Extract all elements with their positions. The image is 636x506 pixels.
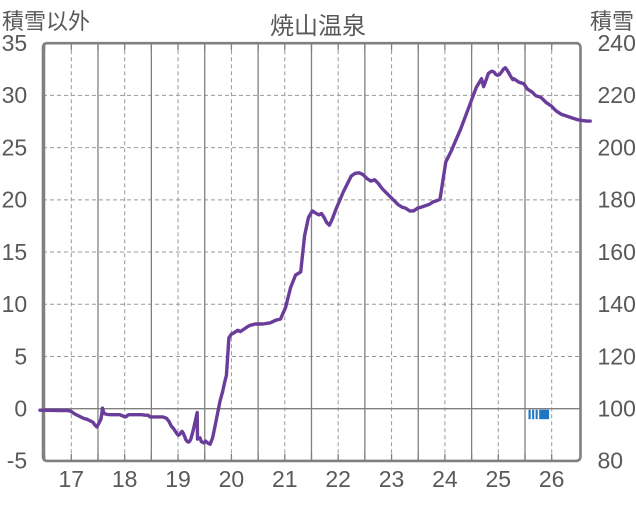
- svg-text:23: 23: [379, 466, 405, 492]
- svg-text:80: 80: [598, 448, 624, 474]
- svg-text:15: 15: [2, 239, 28, 265]
- svg-text:-5: -5: [7, 448, 27, 474]
- svg-text:220: 220: [598, 82, 636, 108]
- svg-text:100: 100: [598, 395, 636, 421]
- svg-text:180: 180: [598, 187, 636, 213]
- svg-text:20: 20: [2, 187, 28, 213]
- svg-text:19: 19: [165, 466, 191, 492]
- svg-text:25: 25: [486, 466, 512, 492]
- svg-text:200: 200: [598, 134, 636, 160]
- svg-text:0: 0: [14, 395, 27, 421]
- svg-text:17: 17: [58, 466, 84, 492]
- svg-text:24: 24: [432, 466, 458, 492]
- svg-text:120: 120: [598, 343, 636, 369]
- svg-text:30: 30: [2, 82, 28, 108]
- svg-text:5: 5: [14, 343, 27, 369]
- svg-text:26: 26: [539, 466, 565, 492]
- svg-text:25: 25: [2, 134, 28, 160]
- svg-text:22: 22: [325, 466, 351, 492]
- svg-text:18: 18: [112, 466, 138, 492]
- svg-text:10: 10: [2, 291, 28, 317]
- svg-text:160: 160: [598, 239, 636, 265]
- svg-text:140: 140: [598, 291, 636, 317]
- svg-text:21: 21: [272, 466, 298, 492]
- svg-text:20: 20: [219, 466, 245, 492]
